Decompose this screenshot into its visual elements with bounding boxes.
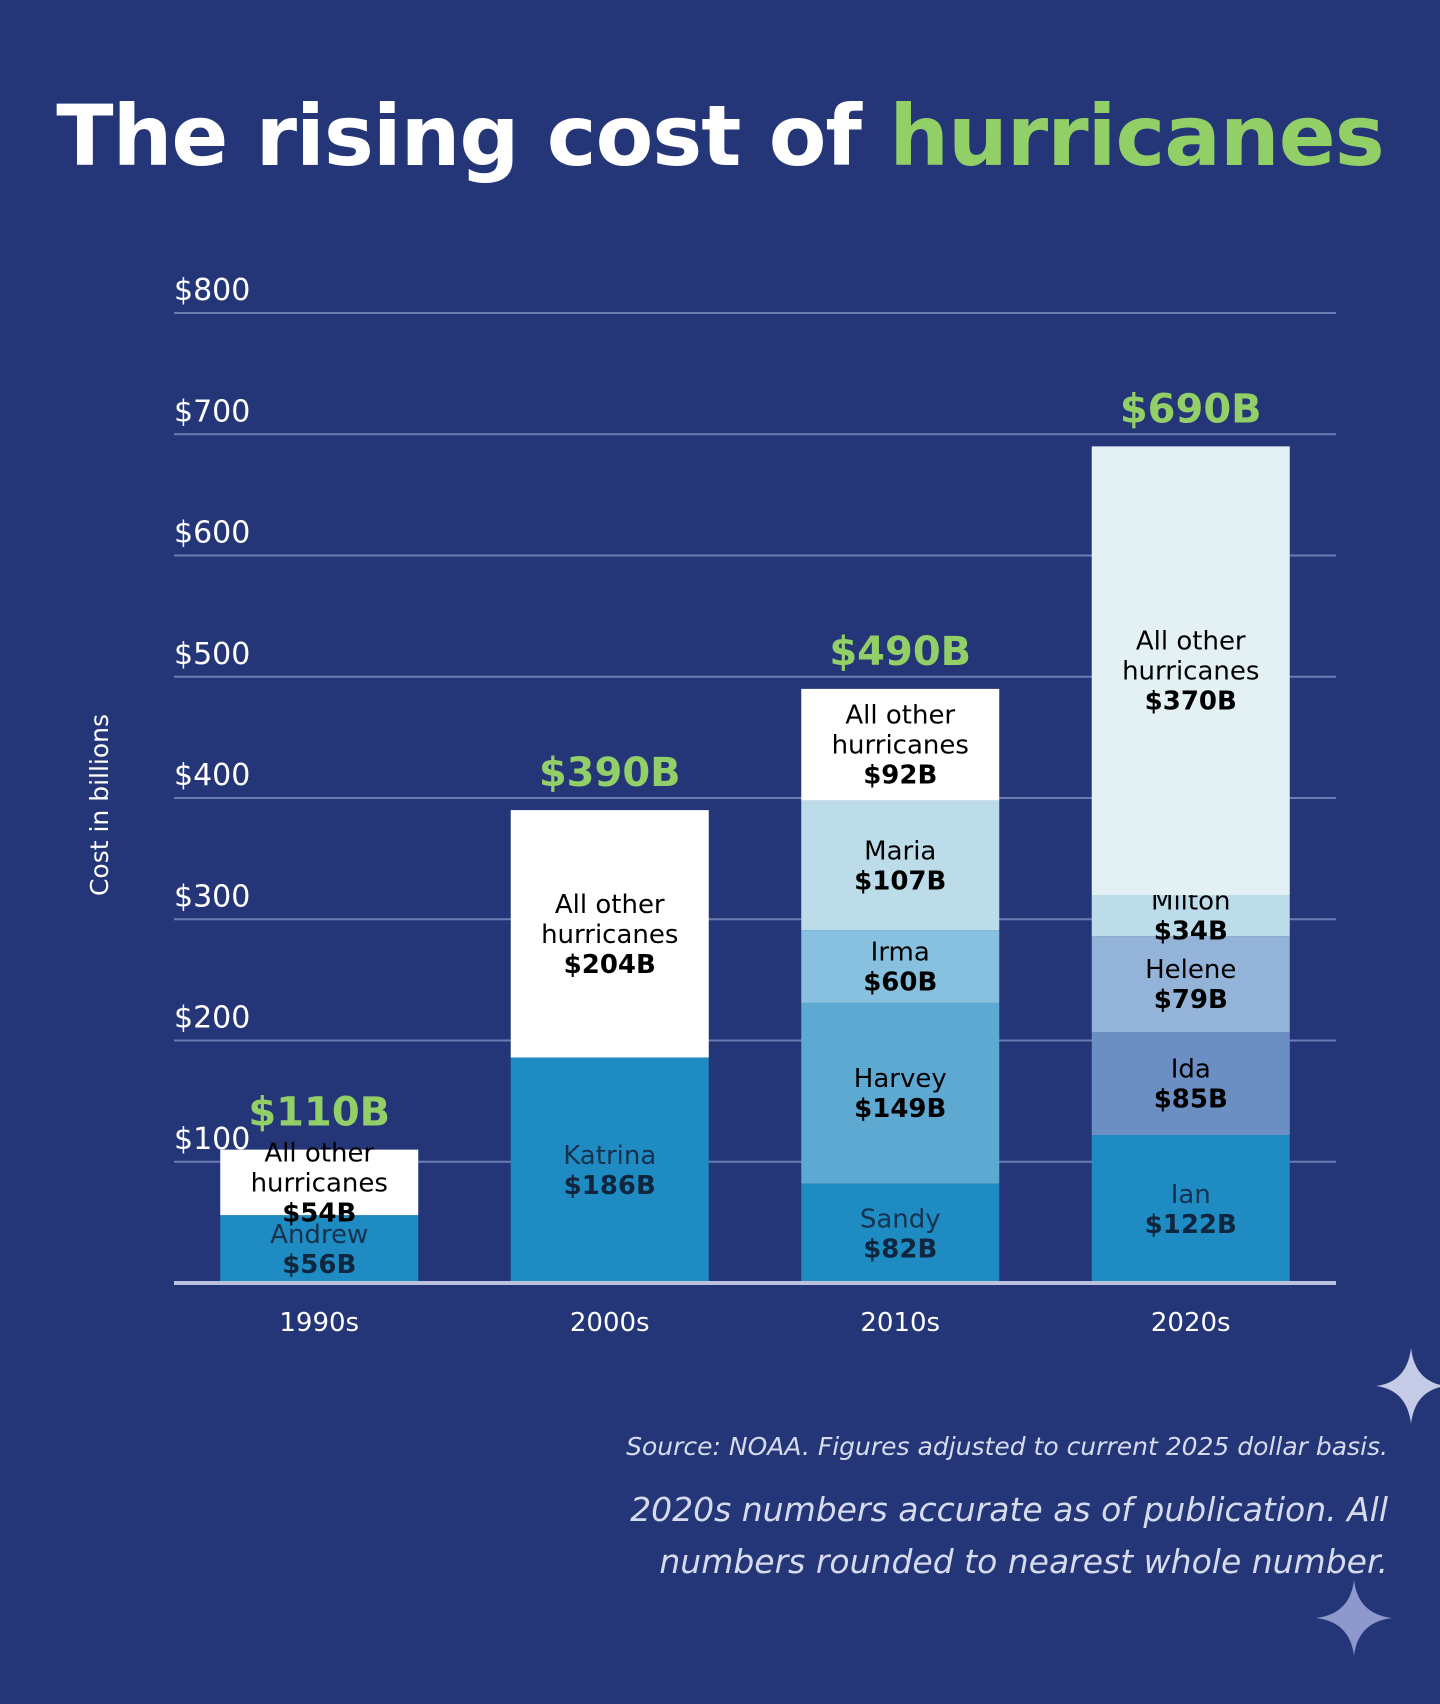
segment-label: Irma $60B <box>863 938 937 998</box>
source-note: Source: NOAA. Figures adjusted to curren… <box>626 1432 1388 1461</box>
segment-value: $85B <box>1154 1085 1228 1115</box>
segment-value: $34B <box>1154 917 1228 947</box>
bar-stack: Sandy $82B Harvey $149B Irma $60B Maria $107B Al… <box>801 629 1000 1283</box>
bar-segment-ian <box>1091 1135 1290 1283</box>
segment-value: $370B <box>1145 687 1237 717</box>
sparkle-icon <box>1376 1348 1440 1424</box>
bar-segment-ida <box>1091 1032 1290 1136</box>
segment-value: $92B <box>863 761 937 791</box>
segment-name: Ida <box>1171 1055 1211 1085</box>
segment-value: $122B <box>1145 1210 1237 1240</box>
chart-title: The rising cost of hurricanes <box>0 86 1440 187</box>
segment-value: $56B <box>282 1250 356 1280</box>
segment-name: Katrina <box>563 1141 656 1171</box>
bar-segment-all-other-hurricanes <box>220 1149 419 1216</box>
segment-name: Sandy <box>860 1204 941 1234</box>
title-prefix: The rising cost of <box>56 87 862 185</box>
y-tick-label: $800 <box>174 273 250 308</box>
segment-name: Harvey <box>854 1064 947 1094</box>
bar-total-label: $690B <box>1120 386 1262 432</box>
segment-value: $149B <box>854 1094 946 1124</box>
segment-name: Helene <box>1145 955 1236 985</box>
y-tick-label: $500 <box>174 637 250 672</box>
methodology-note: 2020s numbers accurate as of publication… <box>630 1490 1388 1581</box>
x-tick-label: 2000s <box>570 1308 650 1338</box>
segment-label: Helene $79B <box>1145 955 1236 1015</box>
segment-name: hurricanes <box>832 731 969 761</box>
y-tick-label: $200 <box>174 1001 250 1036</box>
segment-name: All other <box>845 701 955 731</box>
segment-label: All other hurricanes $92B <box>832 701 969 791</box>
segment-name: Irma <box>871 938 930 968</box>
y-axis-ticks: $100$200$300$400$500$600$700$800 <box>174 273 250 1157</box>
bar-total-label: $110B <box>248 1090 390 1136</box>
segment-value: $79B <box>1154 985 1228 1015</box>
segment-name: hurricanes <box>251 1168 388 1198</box>
segment-value: $107B <box>854 866 946 896</box>
segment-label: Ian $122B <box>1145 1180 1237 1240</box>
bar-segment-milton <box>1091 895 1290 937</box>
y-tick-label: $600 <box>174 516 250 551</box>
x-axis-ticks: 1990s 2000s 2010s 2020s <box>279 1308 1230 1338</box>
segment-value: $54B <box>282 1198 356 1228</box>
y-tick-label: $400 <box>174 758 250 793</box>
segment-name: hurricanes <box>1122 657 1259 687</box>
segment-label: Katrina $186B <box>563 1141 656 1201</box>
y-axis-label: Cost in billions <box>85 714 114 896</box>
segment-value: $186B <box>564 1171 656 1201</box>
segment-label: Maria $107B <box>854 836 946 896</box>
bar-segment-all-other-hurricanes <box>510 810 709 1058</box>
y-tick-label: $700 <box>174 394 250 429</box>
x-tick-label: 1990s <box>279 1308 359 1338</box>
segment-label: Andrew $56B <box>270 1220 368 1280</box>
segment-value: $60B <box>863 968 937 998</box>
segment-label: All other hurricanes $204B <box>541 890 678 980</box>
bar-segment-maria <box>801 800 1000 931</box>
segment-name: All other <box>555 890 665 920</box>
x-tick-label: 2020s <box>1151 1308 1231 1338</box>
bar-stack: Katrina $186B All other hurricanes $204B $390… <box>510 750 709 1283</box>
segment-label: Harvey $149B <box>854 1064 947 1124</box>
segment-value: $82B <box>863 1234 937 1264</box>
segment-label: All other hurricanes $54B <box>251 1138 388 1228</box>
segment-label: All other hurricanes $370B <box>1122 627 1259 717</box>
x-tick-label: 2010s <box>860 1308 940 1338</box>
segment-name: All other <box>1136 627 1246 657</box>
segment-label: Milton $34B <box>1151 887 1230 947</box>
segment-label: Sandy $82B <box>860 1204 941 1264</box>
bar-segment-harvey <box>801 1002 1000 1184</box>
bar-segment-sandy <box>801 1183 1000 1283</box>
segment-name: hurricanes <box>541 920 678 950</box>
bar-segment-all-other-hurricanes <box>1091 446 1290 895</box>
bar-segment-katrina <box>510 1057 709 1283</box>
segment-name: Ian <box>1171 1180 1211 1210</box>
segment-name: Andrew <box>270 1220 368 1250</box>
bar-total-label: $490B <box>829 629 971 675</box>
title-highlight: hurricanes <box>889 87 1384 185</box>
segment-name: All other <box>264 1138 374 1168</box>
bar-stack: Ian $122B Ida $85B Helene $79B Milton $34B All o… <box>1091 386 1290 1283</box>
bar-segment-irma <box>801 930 1000 1003</box>
segment-name: Maria <box>864 836 936 866</box>
sparkle-icon <box>1316 1580 1392 1656</box>
segment-label: Ida $85B <box>1154 1055 1228 1115</box>
bar-total-label: $390B <box>539 750 681 796</box>
y-tick-label: $300 <box>174 879 250 914</box>
bar-segment-all-other-hurricanes <box>801 688 1000 801</box>
bar-segment-helene <box>1091 936 1290 1033</box>
bar-segment-andrew <box>220 1215 419 1283</box>
segment-value: $204B <box>564 950 656 980</box>
